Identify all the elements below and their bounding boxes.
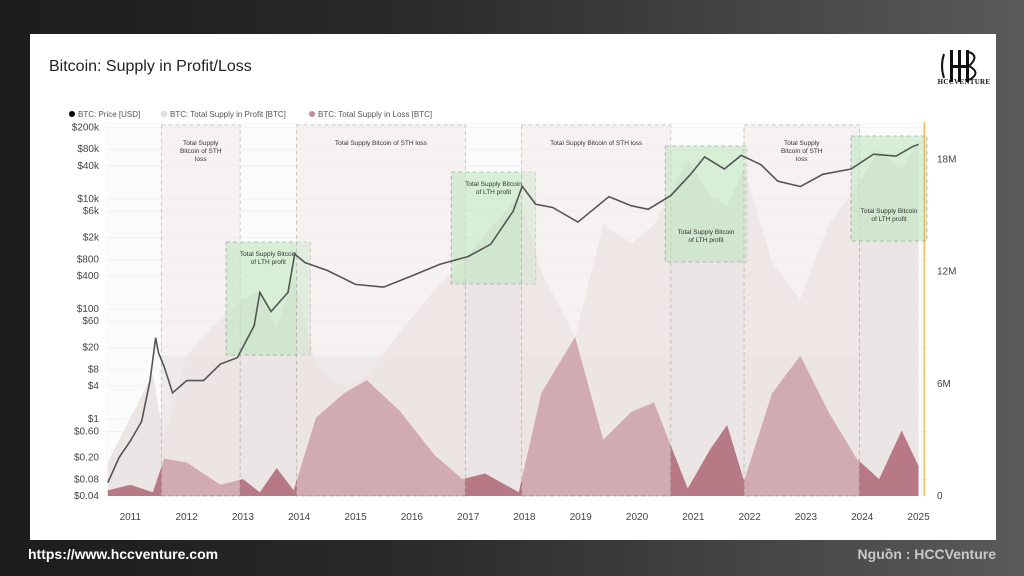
y-left-tick-label: $200k xyxy=(72,122,100,133)
region-lth-profit xyxy=(664,145,748,263)
legend-label: BTC: Total Supply in Loss [BTC] xyxy=(318,110,432,119)
chart-card: Bitcoin: Supply in Profit/Loss HCCVENTUR… xyxy=(30,34,996,540)
region-label: Bitcoin of STH xyxy=(781,148,823,155)
x-tick-label: 2019 xyxy=(570,512,593,523)
region-label: loss xyxy=(796,156,808,163)
x-tick-label: 2020 xyxy=(626,512,649,523)
x-tick-label: 2017 xyxy=(457,512,480,523)
y-left-tick-label: $100 xyxy=(77,304,100,315)
x-tick-label: 2011 xyxy=(120,512,142,523)
region-label: Total Supply xyxy=(183,140,219,147)
region-label: Total Supply Bitcoin xyxy=(465,181,522,188)
logo-text: HCCVENTURE xyxy=(937,78,991,86)
y-left-tick-label: $0.08 xyxy=(74,474,99,485)
x-tick-label: 2023 xyxy=(795,512,818,523)
y-left-tick-label: $60 xyxy=(82,316,99,327)
region-label: Total Supply Bitcoin of STH loss xyxy=(335,140,428,147)
y-right-tick-label: 12M xyxy=(937,267,956,278)
region-label: Total Supply Bitcoin xyxy=(861,208,918,215)
x-tick-label: 2014 xyxy=(288,512,311,523)
y-right-tick-label: 6M xyxy=(937,379,951,390)
region-sth-loss xyxy=(296,124,466,497)
x-tick-label: 2021 xyxy=(682,512,705,523)
x-tick-label: 2013 xyxy=(232,512,255,523)
legend-label: BTC: Total Supply in Profit [BTC] xyxy=(170,110,286,119)
chart-title: Bitcoin: Supply in Profit/Loss xyxy=(49,58,252,75)
y-left-tick-label: $10k xyxy=(77,194,100,205)
y-left-tick-label: $1 xyxy=(88,414,100,425)
y-right-tick-label: 18M xyxy=(937,154,956,165)
x-tick-label: 2025 xyxy=(907,512,930,523)
legend-marker xyxy=(69,111,75,117)
legend-label: BTC: Price [USD] xyxy=(78,110,140,119)
region-label: of LTH profit xyxy=(251,259,286,266)
legend-marker xyxy=(309,111,315,117)
website-url[interactable]: https://www.hccventure.com xyxy=(28,546,219,562)
price-line xyxy=(107,143,919,483)
y-left-tick-label: $0.20 xyxy=(74,453,99,464)
y-left-tick-label: $400 xyxy=(77,271,100,282)
y-left-tick-label: $80k xyxy=(77,144,100,155)
region-label: Total Supply Bitcoin xyxy=(240,251,297,258)
supply-loss-area xyxy=(107,337,919,496)
source-credit: Nguồn : HCCVenture xyxy=(857,546,996,562)
region-label: Total Supply Bitcoin xyxy=(678,229,735,236)
region-label: of LTH profit xyxy=(476,189,511,196)
region-sth-loss xyxy=(743,124,860,497)
region-lth-profit xyxy=(850,135,928,242)
region-label: Total Supply xyxy=(784,140,820,147)
y-left-tick-label: $800 xyxy=(77,254,100,265)
y-left-tick-label: $8 xyxy=(88,364,100,375)
region-label: of LTH profit xyxy=(871,216,906,223)
x-tick-label: 2018 xyxy=(513,512,536,523)
y-left-tick-label: $4 xyxy=(88,381,100,392)
x-tick-label: 2016 xyxy=(401,512,424,523)
y-left-tick-label: $2k xyxy=(83,232,100,243)
hcc-monogram-icon xyxy=(941,50,977,82)
y-left-tick-label: $0.60 xyxy=(74,426,99,437)
region-label: of LTH profit xyxy=(688,237,723,244)
region-label: Bitcoin of STH xyxy=(180,148,222,155)
y-left-tick-label: $0.04 xyxy=(74,491,99,502)
y-left-tick-label: $20 xyxy=(82,342,99,353)
region-label: loss xyxy=(195,156,207,163)
x-tick-label: 2015 xyxy=(344,512,367,523)
legend-marker xyxy=(160,110,168,118)
region-label: Total Supply Bitcoin of STH loss xyxy=(550,140,643,147)
y-left-tick-label: $6k xyxy=(83,206,100,217)
x-tick-label: 2024 xyxy=(851,512,874,523)
x-tick-label: 2012 xyxy=(176,512,199,523)
x-tick-label: 2022 xyxy=(739,512,762,523)
region-lth-profit xyxy=(225,241,311,356)
y-right-tick-label: 0 xyxy=(937,491,943,502)
region-lth-profit xyxy=(450,171,537,285)
y-left-tick-label: $40k xyxy=(77,161,100,172)
region-sth-loss xyxy=(521,124,672,497)
